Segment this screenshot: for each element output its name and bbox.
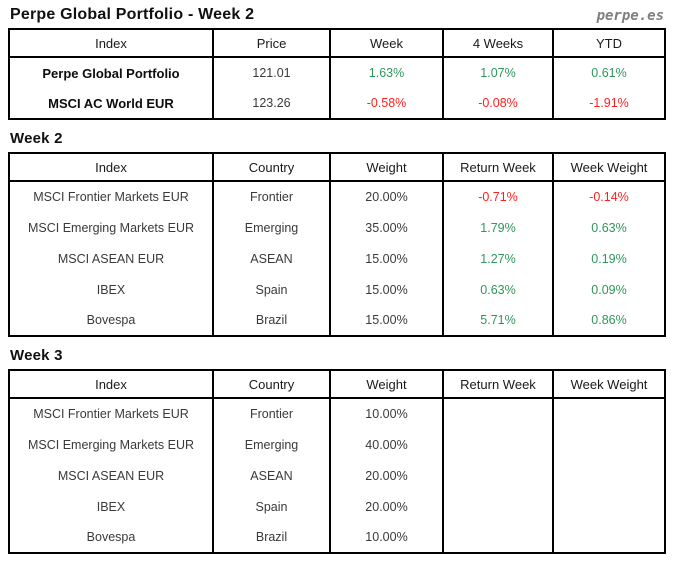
cell-weight: 15.00% xyxy=(329,305,444,336)
cell-return-week xyxy=(442,460,554,491)
table-row: Bovespa Brazil 15.00% 5.71% 0.86% xyxy=(8,305,666,336)
header-cell-index: Index xyxy=(8,28,214,58)
cell-ytd: 0.61% xyxy=(552,57,666,88)
table-row: IBEX Spain 20.00% xyxy=(8,491,666,522)
header-cell-4weeks: 4 Weeks xyxy=(442,28,554,58)
cell-return-week: 5.71% xyxy=(442,305,554,336)
cell-country: Spain xyxy=(212,491,331,522)
cell-index: MSCI ASEAN EUR xyxy=(8,243,214,274)
table-row: MSCI Frontier Markets EUR Frontier 20.00… xyxy=(8,181,666,212)
cell-country: Frontier xyxy=(212,181,331,212)
cell-week-weight: 0.63% xyxy=(552,212,666,243)
week2-heading: Week 2 xyxy=(10,130,63,147)
week3-header-row: Index Country Weight Return Week Week We… xyxy=(8,369,666,399)
header-cell-country: Country xyxy=(212,369,331,399)
cell-country: Brazil xyxy=(212,522,331,553)
week3-heading: Week 3 xyxy=(10,347,63,364)
site-logo: perpe.es xyxy=(596,8,664,24)
cell-index: IBEX xyxy=(8,491,214,522)
header-cell-ytd: YTD xyxy=(552,28,666,58)
cell-index: MSCI Frontier Markets EUR xyxy=(8,398,214,429)
table-row: Bovespa Brazil 10.00% xyxy=(8,522,666,553)
cell-country: Emerging xyxy=(212,212,331,243)
cell-country: ASEAN xyxy=(212,460,331,491)
table-row: MSCI ASEAN EUR ASEAN 20.00% xyxy=(8,460,666,491)
header-cell-return-week: Return Week xyxy=(442,369,554,399)
header-cell-weight: Weight xyxy=(329,369,444,399)
cell-country: ASEAN xyxy=(212,243,331,274)
cell-index: MSCI Emerging Markets EUR xyxy=(8,429,214,460)
header-cell-price: Price xyxy=(212,28,331,58)
cell-weight: 40.00% xyxy=(329,429,444,460)
cell-week-weight: 0.09% xyxy=(552,274,666,305)
header-cell-week-weight: Week Weight xyxy=(552,369,666,399)
cell-return-week: -0.71% xyxy=(442,181,554,212)
cell-week-weight: -0.14% xyxy=(552,181,666,212)
cell-weight: 35.00% xyxy=(329,212,444,243)
cell-price: 123.26 xyxy=(212,88,331,119)
cell-return-week: 1.27% xyxy=(442,243,554,274)
cell-week-weight xyxy=(552,460,666,491)
cell-index: Bovespa xyxy=(8,305,214,336)
cell-week-weight: 0.86% xyxy=(552,305,666,336)
cell-weight: 10.00% xyxy=(329,398,444,429)
cell-4weeks: 1.07% xyxy=(442,57,554,88)
cell-week-weight: 0.19% xyxy=(552,243,666,274)
cell-week-weight xyxy=(552,429,666,460)
cell-weight: 15.00% xyxy=(329,274,444,305)
table-row: MSCI Emerging Markets EUR Emerging 40.00… xyxy=(8,429,666,460)
cell-week: 1.63% xyxy=(329,57,444,88)
header-cell-return-week: Return Week xyxy=(442,152,554,182)
cell-return-week xyxy=(442,522,554,553)
cell-country: Frontier xyxy=(212,398,331,429)
cell-week-weight xyxy=(552,398,666,429)
cell-4weeks: -0.08% xyxy=(442,88,554,119)
header-cell-index: Index xyxy=(8,369,214,399)
header-cell-index: Index xyxy=(8,152,214,182)
cell-ytd: -1.91% xyxy=(552,88,666,119)
cell-weight: 20.00% xyxy=(329,181,444,212)
cell-week-weight xyxy=(552,491,666,522)
table-row: IBEX Spain 15.00% 0.63% 0.09% xyxy=(8,274,666,305)
cell-index: MSCI AC World EUR xyxy=(8,88,214,119)
summary-header-row: Index Price Week 4 Weeks YTD xyxy=(8,28,666,58)
cell-index: MSCI Emerging Markets EUR xyxy=(8,212,214,243)
cell-index: MSCI ASEAN EUR xyxy=(8,460,214,491)
table-row: MSCI Emerging Markets EUR Emerging 35.00… xyxy=(8,212,666,243)
cell-price: 121.01 xyxy=(212,57,331,88)
week3-table: Index Country Weight Return Week Week We… xyxy=(8,369,666,554)
cell-week-weight xyxy=(552,522,666,553)
week2-header-row: Index Country Weight Return Week Week We… xyxy=(8,152,666,182)
header-cell-week: Week xyxy=(329,28,444,58)
cell-index: IBEX xyxy=(8,274,214,305)
cell-weight: 15.00% xyxy=(329,243,444,274)
cell-index: MSCI Frontier Markets EUR xyxy=(8,181,214,212)
cell-return-week xyxy=(442,429,554,460)
table-row: Perpe Global Portfolio 121.01 1.63% 1.07… xyxy=(8,57,666,88)
cell-index: Bovespa xyxy=(8,522,214,553)
summary-table: Index Price Week 4 Weeks YTD Perpe Globa… xyxy=(8,28,666,120)
cell-index: Perpe Global Portfolio xyxy=(8,57,214,88)
cell-return-week xyxy=(442,491,554,522)
cell-week: -0.58% xyxy=(329,88,444,119)
cell-weight: 20.00% xyxy=(329,460,444,491)
page-title: Perpe Global Portfolio - Week 2 xyxy=(10,6,255,23)
header-cell-country: Country xyxy=(212,152,331,182)
table-row: MSCI Frontier Markets EUR Frontier 10.00… xyxy=(8,398,666,429)
table-row: MSCI AC World EUR 123.26 -0.58% -0.08% -… xyxy=(8,88,666,119)
cell-weight: 10.00% xyxy=(329,522,444,553)
header-cell-weight: Weight xyxy=(329,152,444,182)
table-row: MSCI ASEAN EUR ASEAN 15.00% 1.27% 0.19% xyxy=(8,243,666,274)
report-page: Perpe Global Portfolio - Week 2 perpe.es… xyxy=(8,4,666,554)
cell-return-week xyxy=(442,398,554,429)
cell-country: Spain xyxy=(212,274,331,305)
cell-weight: 20.00% xyxy=(329,491,444,522)
cell-return-week: 1.79% xyxy=(442,212,554,243)
week2-table: Index Country Weight Return Week Week We… xyxy=(8,152,666,337)
cell-country: Brazil xyxy=(212,305,331,336)
cell-return-week: 0.63% xyxy=(442,274,554,305)
header-cell-week-weight: Week Weight xyxy=(552,152,666,182)
report-header: Perpe Global Portfolio - Week 2 perpe.es xyxy=(8,4,666,28)
cell-country: Emerging xyxy=(212,429,331,460)
